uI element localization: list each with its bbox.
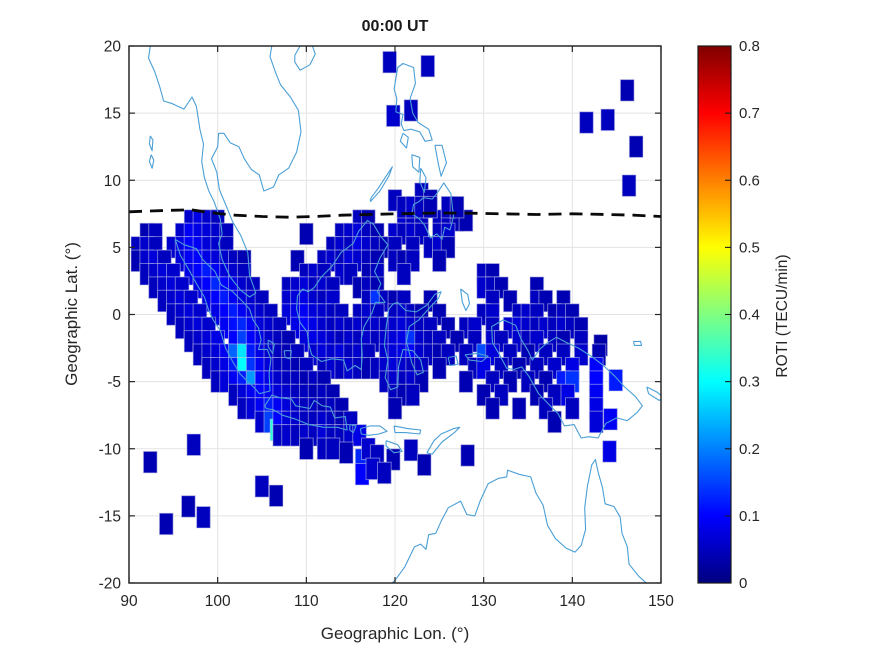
roti-cell	[485, 397, 500, 420]
x-tick-label: 90	[120, 593, 138, 610]
y-tick-label: 5	[112, 240, 121, 257]
roti-cell	[377, 461, 392, 485]
roti-cell	[186, 433, 202, 456]
roti-cell	[405, 383, 421, 407]
roti-cell	[299, 437, 314, 460]
colorbar-label: ROTI (TECU/min)	[774, 254, 791, 378]
colorbar-tick-label: 0.3	[739, 374, 760, 391]
colorbar-tick-label: 0.2	[739, 441, 760, 458]
roti-cell	[432, 357, 447, 380]
colorbar-tick-label: 0.5	[739, 239, 760, 256]
colorbar-tick-label: 0	[739, 575, 747, 592]
roti-cell	[423, 195, 438, 219]
x-tick-label: 110	[294, 593, 319, 610]
roti-cell	[142, 450, 158, 474]
roti-cell	[547, 410, 562, 434]
x-axis-label: Geographic Lon. (°)	[320, 624, 470, 643]
colorbar-tick-label: 0.6	[739, 172, 760, 189]
roti-cell	[158, 512, 174, 536]
roti-cell	[603, 408, 618, 431]
y-tick-labels: -20 -15 -10 -5 0 5 10 15 20	[99, 39, 122, 593]
x-tick-label: 100	[205, 593, 231, 610]
roti-cell	[299, 222, 314, 246]
colorbar-tick-label: 0.1	[739, 508, 760, 525]
roti-cell	[268, 484, 284, 507]
roti-cell	[385, 104, 401, 128]
y-tick-label: -20	[99, 576, 122, 593]
x-tick-labels: 90 100 110 120 130 140 150	[120, 593, 674, 610]
roti-cell	[600, 108, 616, 132]
axis-ticks	[128, 45, 662, 584]
y-tick-label: -10	[99, 441, 122, 458]
y-tick-label: 15	[104, 106, 121, 123]
roti-data-cells	[130, 50, 644, 536]
magnetic-equator-dashed-line	[129, 208, 661, 219]
roti-cell	[511, 397, 527, 420]
roti-cell	[608, 369, 624, 392]
roti-cell	[196, 506, 211, 529]
roti-cell	[338, 441, 354, 464]
roti-cell	[565, 397, 580, 420]
roti-cell	[382, 50, 397, 74]
roti-cell	[621, 174, 637, 197]
roti-cell	[460, 444, 475, 467]
roti-cell	[602, 440, 617, 463]
plot-title: 00:00 UT	[361, 18, 429, 35]
roti-cell	[254, 475, 270, 498]
colorbar-tick-label: 0.4	[739, 307, 760, 324]
colorbar-tick-label: 0.8	[739, 38, 760, 55]
y-tick-label: 20	[104, 39, 122, 56]
y-axis-label: Geographic Lat. (°)	[62, 242, 81, 386]
x-tick-label: 120	[382, 593, 408, 610]
roti-cell	[420, 54, 436, 78]
roti-cell	[181, 495, 196, 518]
y-tick-label: -15	[99, 508, 121, 525]
x-tick-label: 130	[471, 593, 497, 610]
roti-cell	[396, 263, 412, 286]
y-tick-label: 0	[112, 307, 121, 324]
x-tick-label: 150	[648, 593, 674, 610]
colorbar-tick-label: 0.7	[739, 105, 760, 122]
roti-cell	[579, 111, 594, 134]
roti-cell	[588, 410, 604, 434]
coastlines	[147, 46, 661, 583]
y-tick-label: -5	[107, 374, 121, 391]
colorbar-ticks: 0 0.1 0.2 0.3 0.4 0.5 0.6 0.7 0.8	[725, 38, 760, 592]
roti-cell	[619, 79, 635, 102]
x-tick-label: 140	[559, 593, 585, 610]
roti-cell	[416, 453, 432, 477]
roti-cell	[458, 370, 474, 393]
roti-cell	[432, 249, 447, 273]
y-tick-label: 10	[104, 173, 122, 190]
roti-cell	[387, 397, 403, 420]
roti-cell	[325, 437, 341, 460]
roti-cell	[628, 135, 644, 158]
roti-cell	[403, 438, 419, 462]
